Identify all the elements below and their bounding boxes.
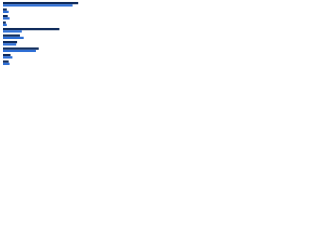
bar bbox=[3, 62, 10, 66]
bar bbox=[3, 30, 22, 33]
bar bbox=[3, 8, 7, 11]
bar bbox=[3, 17, 10, 20]
bar bbox=[3, 10, 9, 14]
bar bbox=[3, 14, 8, 18]
bar bbox=[3, 23, 7, 27]
bar bbox=[3, 43, 17, 46]
bar bbox=[3, 21, 6, 24]
bar bbox=[3, 36, 24, 40]
bar bbox=[3, 1, 79, 5]
bar bbox=[3, 60, 9, 63]
bar bbox=[3, 4, 73, 7]
bar bbox=[3, 56, 13, 59]
bar bbox=[3, 27, 60, 31]
chart bbox=[3, 1, 79, 66]
bar bbox=[3, 34, 20, 37]
bar bbox=[3, 40, 18, 44]
page: {"chart_data": {"type": "bar", "orientat… bbox=[0, 0, 100, 71]
bar bbox=[3, 47, 39, 50]
bar bbox=[3, 49, 36, 53]
bar bbox=[3, 53, 11, 57]
